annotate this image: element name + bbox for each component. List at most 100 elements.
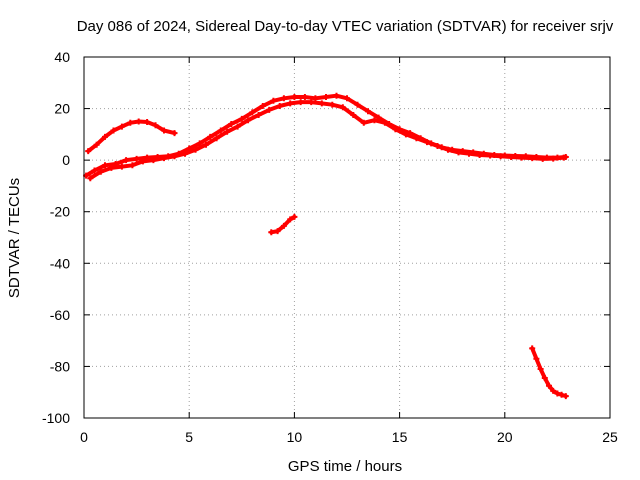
x-axis-label: GPS time / hours xyxy=(288,458,402,475)
data-point xyxy=(371,117,378,124)
data-point xyxy=(161,155,167,162)
data-point xyxy=(135,118,142,125)
x-tick-label: 0 xyxy=(80,429,88,445)
series-arc-main-lower xyxy=(87,99,567,182)
y-tick-label: -100 xyxy=(42,410,70,426)
data-point xyxy=(238,115,245,122)
data-point xyxy=(87,175,94,182)
data-point xyxy=(245,117,252,124)
data-point xyxy=(537,366,544,372)
data-point xyxy=(445,146,451,153)
data-point xyxy=(291,94,298,100)
data-point xyxy=(276,103,283,109)
y-tick-label: -20 xyxy=(50,204,70,220)
data-point xyxy=(224,128,231,135)
y-tick-label: 20 xyxy=(54,101,70,117)
data-point xyxy=(402,131,409,138)
y-tick-label: 40 xyxy=(54,49,70,65)
data-point xyxy=(161,127,167,134)
data-point xyxy=(129,162,136,169)
y-tick-label: -60 xyxy=(50,307,70,323)
data-point xyxy=(108,164,115,171)
data-point xyxy=(139,158,146,165)
grid xyxy=(84,57,610,418)
data-point xyxy=(560,154,567,161)
series-line xyxy=(88,100,566,181)
data-point xyxy=(508,154,515,160)
data-point xyxy=(301,94,308,100)
data-point xyxy=(266,106,273,113)
data-point xyxy=(350,112,357,118)
data-point xyxy=(318,100,325,107)
y-tick-label: -40 xyxy=(50,255,70,271)
data-point xyxy=(312,95,319,102)
data-point xyxy=(255,112,262,118)
data-point xyxy=(558,391,565,398)
data-point xyxy=(562,393,569,400)
x-tick-label: 25 xyxy=(602,429,618,445)
x-tick-label: 20 xyxy=(497,429,513,445)
data-point xyxy=(497,153,504,160)
data-point xyxy=(297,99,304,106)
data-point xyxy=(392,126,399,133)
data-point xyxy=(213,135,220,142)
data-point xyxy=(207,133,214,140)
data-point xyxy=(203,141,209,148)
data-point xyxy=(287,216,294,223)
data-point xyxy=(541,375,548,381)
data-point xyxy=(476,152,483,158)
data-point xyxy=(323,94,329,100)
data-point xyxy=(192,146,199,153)
data-point xyxy=(487,152,494,159)
data-point xyxy=(127,119,134,126)
data-point xyxy=(424,139,430,146)
x-tick-label: 15 xyxy=(392,429,408,445)
data-point xyxy=(550,387,557,394)
data-point xyxy=(171,153,178,160)
data-point xyxy=(171,130,178,137)
data-point xyxy=(270,97,277,104)
data-point xyxy=(118,163,125,170)
data-point xyxy=(93,141,100,148)
y-tick-label: -80 xyxy=(50,358,70,374)
data-point xyxy=(118,123,125,130)
data-point xyxy=(144,119,151,125)
data-series xyxy=(83,92,569,400)
data-point xyxy=(365,108,371,115)
data-point xyxy=(217,127,224,134)
data-point xyxy=(539,155,546,162)
data-point xyxy=(413,135,420,142)
data-point xyxy=(234,123,241,130)
data-point xyxy=(333,92,340,99)
data-point xyxy=(182,150,188,157)
data-point xyxy=(91,167,98,174)
plot-frame xyxy=(83,56,611,419)
data-point xyxy=(360,119,367,126)
series-arc-late-drop xyxy=(529,345,569,400)
series-arc-isolated-mid xyxy=(268,213,298,236)
data-point xyxy=(110,127,117,134)
data-point xyxy=(97,168,104,175)
x-tick-label: 5 xyxy=(185,429,193,445)
data-point xyxy=(152,122,159,129)
data-point xyxy=(354,101,361,108)
data-point xyxy=(259,103,266,109)
data-point xyxy=(102,162,108,169)
data-point xyxy=(196,140,203,147)
data-point xyxy=(308,99,315,106)
data-point xyxy=(529,155,536,162)
chart-title: Day 086 of 2024, Sidereal Day-to-day VTE… xyxy=(77,18,614,35)
data-point xyxy=(228,121,235,127)
axis-ticks: 0 5 10 15 20 25 -100 -80 -60 -40 -20 0 20 40 xyxy=(42,49,618,445)
data-point xyxy=(434,143,441,149)
data-point xyxy=(274,228,281,235)
data-point xyxy=(344,95,350,102)
data-point xyxy=(329,101,336,108)
data-point xyxy=(85,148,92,155)
data-point xyxy=(249,109,256,116)
data-point xyxy=(529,345,536,352)
data-point xyxy=(268,229,275,236)
data-point xyxy=(546,382,552,389)
